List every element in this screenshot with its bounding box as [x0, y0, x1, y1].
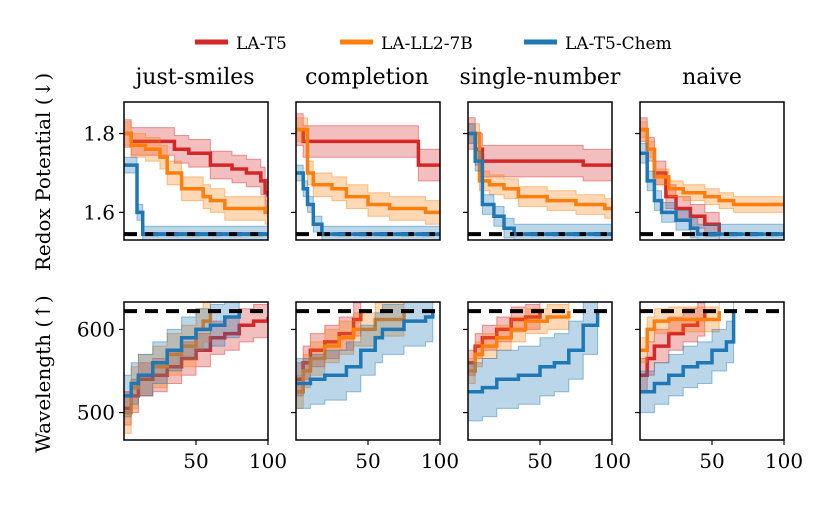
panel-redox-just-smiles-frame — [123, 101, 269, 241]
series-line-la-ll2-7b — [640, 311, 721, 352]
series-line-la-t5 — [124, 131, 268, 197]
x-tick-label: 100 — [765, 449, 803, 473]
row-label-wavelength: Wavelength (↑) — [31, 295, 55, 452]
series-line-la-ll2-7b — [296, 311, 406, 394]
y-tick-label: 600 — [77, 317, 115, 341]
series-line-la-t5-chem — [124, 163, 268, 236]
band-la-ll2-7b — [296, 117, 440, 225]
series-line-la-t5 — [468, 311, 542, 365]
series-line-la-ll2-7b — [296, 127, 440, 215]
series-line-la-ll2-7b — [640, 127, 784, 207]
x-tick-label: 100 — [249, 449, 287, 473]
panels: 1.6 1.8 500 600 50 100 50 100 50 100 50 100 — [77, 101, 803, 473]
legend-label-la-t5: LA-T5 — [236, 34, 287, 54]
panel-redox-completion-frame — [295, 101, 441, 241]
series-line-la-t5 — [296, 311, 363, 382]
y-tick-label: 1.6 — [83, 200, 115, 224]
series-line-la-t5-chem — [296, 171, 440, 236]
y-tick-label: 1.8 — [83, 122, 115, 146]
panel-wavelength-completion-plot-area — [296, 302, 440, 409]
row-label-redox: Redox Potential (↓) — [31, 73, 55, 271]
series-line-la-ll2-7b — [124, 131, 268, 215]
panel-wavelength-single-number-plot-area — [468, 302, 612, 422]
legend: LA-T5 LA-LL2-7B LA-T5-Chem — [195, 34, 672, 54]
panel-redox-completion — [291, 101, 441, 241]
band-la-ll2-7b — [640, 302, 720, 364]
column-title-single-number: single-number — [460, 65, 621, 90]
series-line-la-t5-chem — [468, 131, 612, 236]
panel-redox-single-number — [463, 101, 613, 241]
column-title-naive: naive — [682, 65, 742, 90]
band-la-t5 — [468, 117, 612, 182]
panel-redox-naive — [635, 101, 785, 241]
column-title-just-smiles: just-smiles — [132, 65, 254, 90]
panel-wavelength-naive-plot-area — [640, 302, 784, 414]
x-tick-label: 50 — [699, 449, 724, 473]
band-la-ll2-7b — [468, 123, 612, 219]
panel-redox-single-number-plot-area — [468, 117, 612, 240]
x-tick-label: 100 — [421, 449, 459, 473]
series-line-la-t5-chem — [640, 151, 784, 236]
x-tick-label: 50 — [183, 449, 208, 473]
panel-redox-naive-plot-area — [640, 117, 784, 240]
panel-wavelength-just-smiles-plot-area — [124, 302, 268, 434]
series-line-la-ll2-7b — [468, 131, 612, 211]
series-line-la-t5-chem — [468, 311, 600, 394]
series-line-la-t5-chem — [124, 311, 241, 398]
panel-wavelength-single-number: 50 100 — [463, 301, 631, 473]
x-tick-label: 100 — [593, 449, 631, 473]
y-tick-label: 500 — [77, 401, 115, 425]
panel-redox-just-smiles-plot-area — [124, 119, 268, 240]
series-line-la-ll2-7b — [468, 311, 571, 373]
panel-redox-single-number-frame — [467, 101, 613, 241]
x-tick-label: 50 — [527, 449, 552, 473]
series-line-la-t5-chem — [296, 311, 435, 386]
legend-label-la-ll2-7b: LA-LL2-7B — [381, 34, 473, 54]
panel-redox-completion-plot-area — [296, 113, 440, 240]
band-la-t5-chem — [468, 302, 599, 422]
panel-wavelength-naive: 50 100 — [635, 301, 803, 473]
legend-label-la-t5-chem: LA-T5-Chem — [565, 34, 672, 54]
panel-wavelength-just-smiles: 500 600 50 100 — [77, 301, 287, 473]
x-tick-label: 50 — [355, 449, 380, 473]
panel-redox-naive-frame — [639, 101, 785, 241]
panel-wavelength-completion: 50 100 — [291, 301, 459, 473]
column-title-completion: completion — [305, 65, 429, 90]
band-la-t5 — [296, 113, 440, 182]
panel-redox-just-smiles: 1.6 1.8 — [83, 101, 269, 241]
series-line-la-t5-chem — [640, 311, 736, 394]
band-la-ll2-7b — [124, 121, 268, 225]
